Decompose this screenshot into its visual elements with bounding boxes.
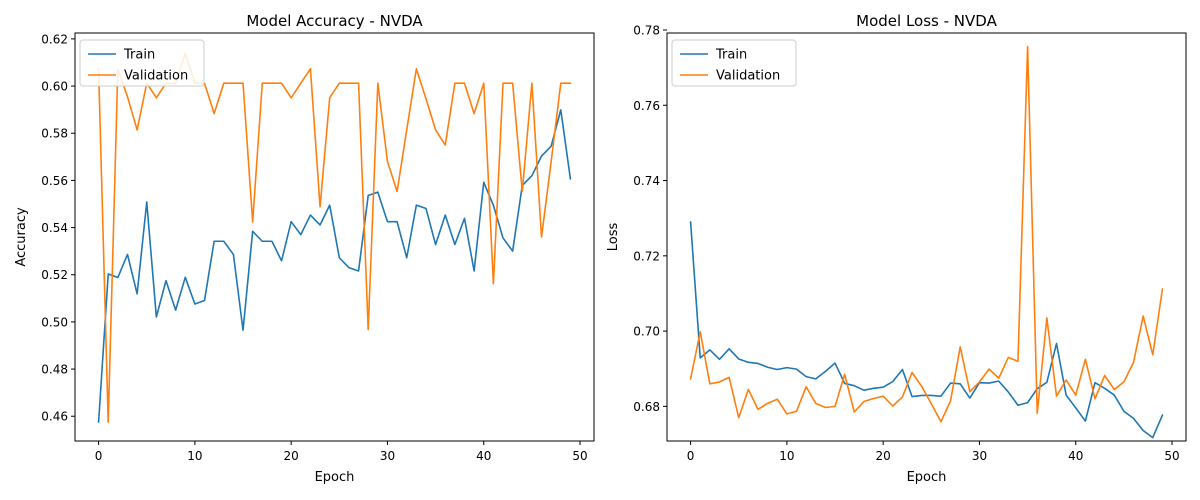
series-line-train: [97, 109, 572, 423]
y-tick-label: 0.46: [41, 410, 68, 424]
plot-frame: [74, 32, 595, 442]
y-tick-label: 0.76: [633, 99, 660, 113]
y-tick-label: 0.74: [633, 174, 660, 188]
y-tick-label: 0.50: [41, 315, 68, 329]
x-tick-label: 50: [572, 449, 587, 463]
chart-title: Model Loss - NVDA: [856, 12, 997, 30]
accuracy-chart: 0 10 20 30 40 50 0.46 0.48 0.50 0.52 0.54 0.56 0.58 0…: [14, 12, 595, 485]
x-tick-label: 10: [779, 449, 794, 463]
x-tick-label: 40: [1068, 449, 1083, 463]
y-tick-label: 0.58: [41, 127, 68, 141]
legend: Train Validation: [671, 39, 797, 87]
y-tick-label: 0.56: [41, 174, 68, 188]
y-tick-label: 0.48: [41, 363, 68, 377]
plot-frame: [666, 32, 1187, 442]
y-tick-label: 0.68: [633, 400, 660, 414]
y-tick-label: 0.72: [633, 249, 660, 263]
x-tick-label: 30: [972, 449, 987, 463]
y-tick-label: 0.54: [41, 221, 68, 235]
x-axis-label: Epoch: [907, 470, 947, 485]
y-tick-label: 0.60: [41, 80, 68, 94]
x-axis-label: Epoch: [315, 470, 355, 485]
legend-label-train: Train: [123, 48, 155, 63]
legend: Train Validation: [79, 39, 205, 87]
x-tick-label: 0: [687, 449, 695, 463]
loss-chart: 0 10 20 30 40 50 0.68 0.70 0.72 0.74 0.76 0.78 Model…: [606, 12, 1187, 485]
x-tick-label: 20: [876, 449, 891, 463]
legend-label-validation: Validation: [124, 69, 188, 84]
y-axis-label: Accuracy: [14, 207, 29, 267]
series-line-validation: [689, 45, 1164, 423]
x-tick-label: 20: [284, 449, 299, 463]
y-tick-label: 0.70: [633, 325, 660, 339]
y-tick-label: 0.62: [41, 32, 68, 46]
chart-title: Model Accuracy - NVDA: [246, 12, 423, 30]
y-tick-label: 0.52: [41, 268, 68, 282]
y-tick-label: 0.78: [633, 23, 660, 37]
y-axis-label: Loss: [606, 223, 621, 252]
x-tick-label: 0: [95, 449, 103, 463]
legend-label-validation: Validation: [716, 69, 780, 84]
x-tick-label: 30: [380, 449, 395, 463]
x-tick-label: 50: [1164, 449, 1179, 463]
x-tick-label: 10: [187, 449, 202, 463]
legend-label-train: Train: [715, 48, 747, 63]
x-tick-label: 40: [476, 449, 491, 463]
